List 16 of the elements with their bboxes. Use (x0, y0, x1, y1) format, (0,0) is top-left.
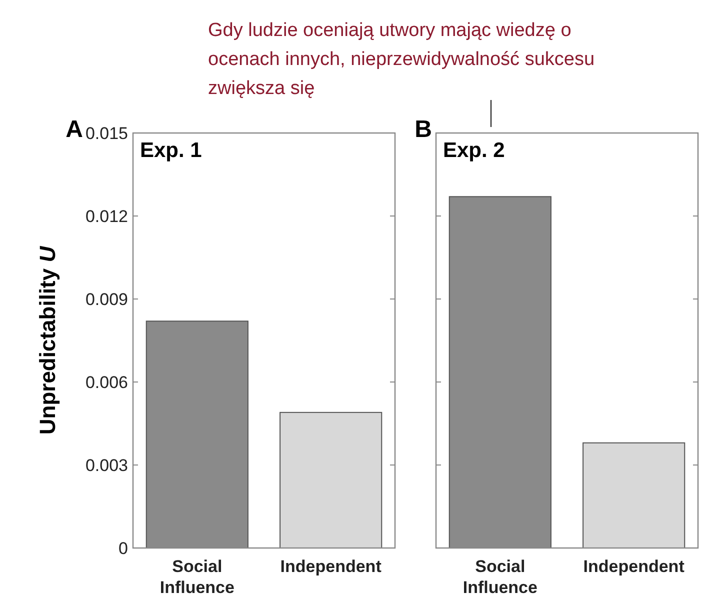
chart-title: A (66, 116, 83, 143)
y-tick-label: 0.006 (85, 372, 128, 392)
chart-subtitle: Exp. 1 (140, 139, 202, 162)
y-tick-label: 0.015 (85, 124, 128, 143)
y-tick-label: 0.012 (85, 206, 128, 226)
x-tick-label: Independent (583, 557, 685, 576)
y-axis-title: Unpredictability U (35, 245, 60, 435)
chart-subtitle: Exp. 2 (443, 139, 505, 162)
x-tick-label: Social Influence (462, 557, 538, 597)
text: Gdy ludzie oceniają utwory mając wiedzę o ocenach innych, nieprzewidywalność sukcesu zwiększa się (208, 20, 595, 99)
x-tick-label: Independent (280, 557, 382, 576)
x-tick-label: Social Influence (160, 557, 234, 597)
y-tick-label: 0.003 (85, 456, 128, 475)
chart-title: B (414, 116, 432, 143)
y-tick-label: 0.009 (85, 290, 128, 309)
y-tick-label: 0 (118, 538, 128, 558)
